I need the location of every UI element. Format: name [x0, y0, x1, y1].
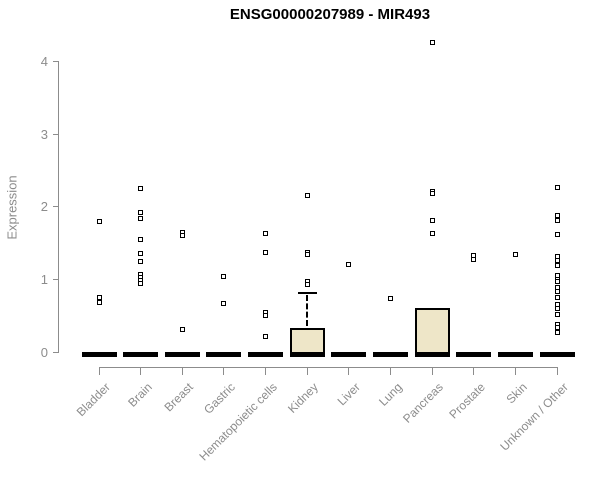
outlier-point — [429, 218, 435, 224]
outlier-point — [263, 250, 269, 256]
boxplot-median-bar — [414, 352, 450, 357]
y-tick — [53, 279, 58, 281]
boxplot-median-bar — [81, 352, 117, 357]
outlier-point — [138, 237, 144, 243]
x-tick — [556, 367, 558, 375]
boxplot-median-bar — [248, 352, 284, 357]
boxplot-median-bar — [123, 352, 159, 357]
outlier-point — [554, 288, 560, 294]
y-tick-label: 4 — [40, 53, 48, 69]
outlier-point — [346, 261, 352, 267]
outlier-point — [138, 209, 144, 215]
boxplot-box — [289, 327, 325, 355]
outlier-point — [221, 273, 227, 279]
boxplot-whisker-cap — [297, 291, 317, 295]
y-tick-label: 0 — [40, 345, 48, 361]
y-tick — [53, 133, 58, 135]
outlier-point — [554, 305, 560, 311]
outlier-point — [179, 326, 185, 332]
outlier-point — [554, 184, 560, 190]
outlier-point — [304, 193, 310, 199]
x-tick — [431, 367, 433, 375]
x-tick — [181, 367, 183, 375]
boxplot-median-bar — [331, 352, 367, 357]
x-tick — [390, 367, 392, 375]
boxplot-median-bar — [164, 352, 200, 357]
boxplot-median-bar — [456, 352, 492, 357]
outlier-point — [138, 216, 144, 222]
outlier-point — [138, 251, 144, 257]
x-tick — [348, 367, 350, 375]
outlier-point — [554, 217, 560, 223]
boxplot-median-bar — [498, 352, 533, 357]
y-tick — [53, 206, 58, 208]
outlier-point — [138, 280, 144, 286]
outlier-point — [388, 295, 394, 301]
outlier-point — [179, 232, 185, 238]
boxplot-median-bar — [373, 352, 409, 357]
chart-title: ENSG00000207989 - MIR493 — [229, 6, 431, 23]
outlier-point — [471, 256, 477, 262]
outlier-point — [263, 230, 269, 236]
outlier-point — [554, 294, 560, 300]
outlier-point — [429, 39, 435, 45]
outlier-point — [429, 191, 435, 197]
x-tick — [98, 367, 100, 375]
outlier-point — [304, 251, 310, 257]
y-axis-line — [58, 61, 59, 353]
boxplot-median-bar — [539, 352, 575, 357]
y-tick-label: 2 — [40, 199, 48, 215]
outlier-point — [96, 294, 102, 300]
outlier-point — [221, 301, 227, 307]
y-tick — [53, 60, 58, 62]
y-tick-label: 1 — [40, 272, 48, 288]
outlier-point — [138, 186, 144, 192]
outlier-point — [554, 279, 560, 285]
outlier-point — [96, 299, 102, 305]
x-tick — [473, 367, 475, 375]
x-axis-line — [99, 367, 559, 368]
x-tick — [306, 367, 308, 375]
boxplot-whisker — [306, 294, 309, 326]
outlier-point — [263, 313, 269, 319]
boxplot-median-bar — [206, 352, 242, 357]
x-tick — [515, 367, 516, 375]
x-tick — [223, 367, 225, 375]
outlier-point — [554, 329, 560, 335]
outlier-point — [554, 311, 560, 317]
outlier-point — [554, 257, 560, 263]
x-tick — [140, 367, 142, 375]
outlier-point — [96, 218, 102, 224]
x-tick — [265, 367, 267, 375]
outlier-point — [138, 259, 144, 265]
y-tick-label: 3 — [40, 126, 48, 142]
outlier-point — [554, 262, 560, 268]
outlier-point — [554, 232, 560, 238]
outlier-point — [513, 251, 518, 257]
boxplot-median-bar — [289, 352, 325, 357]
y-tick — [53, 352, 58, 354]
boxplot-box — [414, 307, 450, 355]
outlier-point — [304, 282, 310, 288]
outlier-point — [263, 334, 269, 340]
outlier-point — [429, 230, 435, 236]
